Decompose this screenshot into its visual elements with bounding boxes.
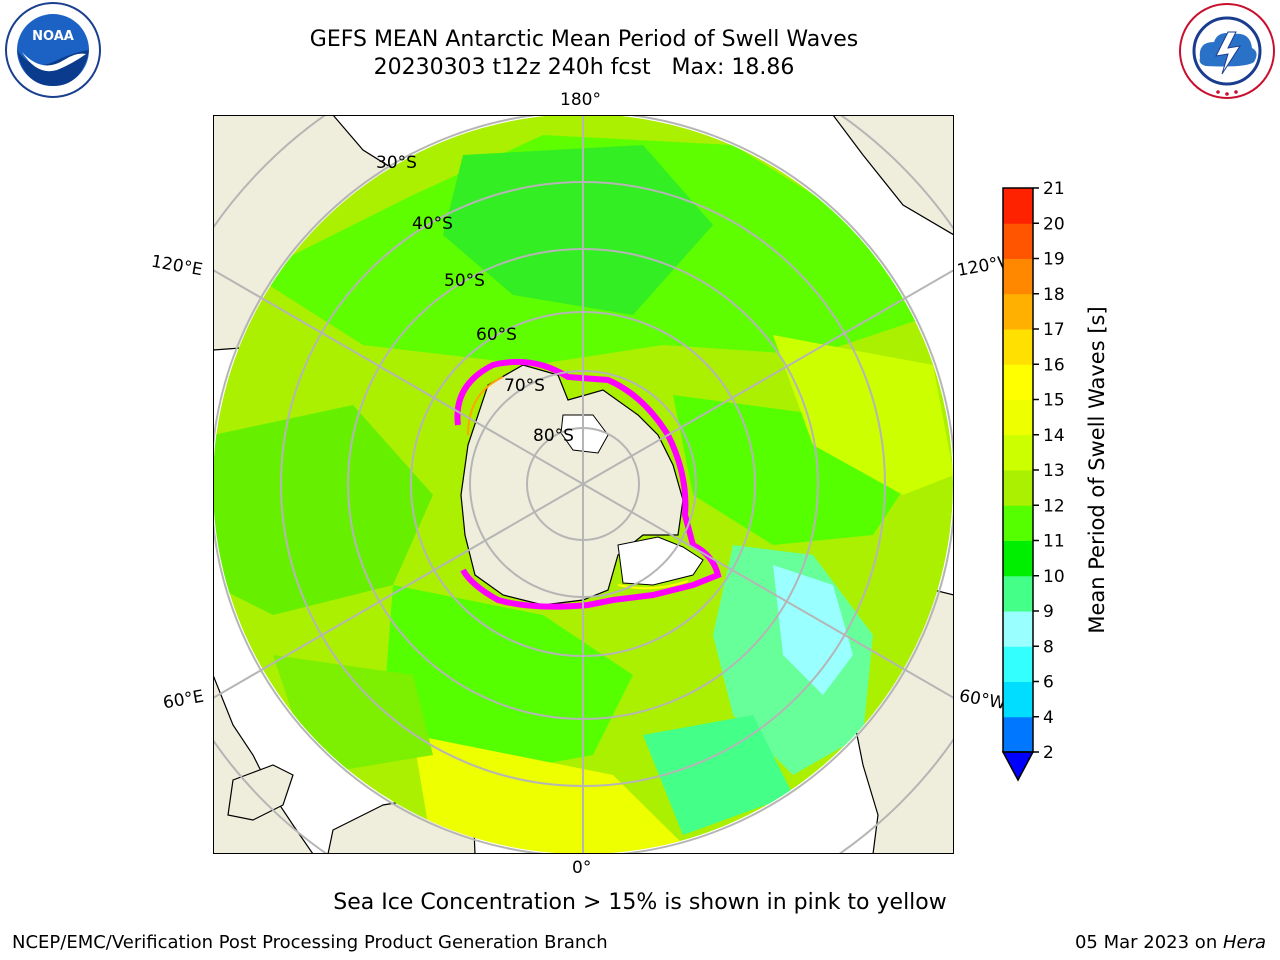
meridian-label-upper-left: 120°E — [149, 251, 205, 281]
forecast-subtitle: 20230303 t12z 240h fcst Max: 18.86 — [373, 55, 795, 80]
colorbar-block — [1003, 575, 1033, 612]
latitude-label: 40°S — [412, 214, 453, 234]
footer-host: Hera — [1222, 932, 1266, 953]
colorbar: 2 4 6 8 9 10 11 12 13 14 15 16 17 18 19 20 21 — [1001, 180, 1065, 782]
colorbar-label: Mean Period of Swell Waves [s] — [1085, 306, 1109, 634]
colorbar-tick-label: 13 — [1043, 461, 1065, 481]
colorbar-tick-label: 15 — [1043, 391, 1065, 411]
latitude-label: 60°S — [476, 325, 517, 345]
colorbar-tick-label: 20 — [1043, 214, 1065, 234]
colorbar-block — [1003, 223, 1033, 259]
colorbar-block — [1003, 646, 1033, 682]
noaa-logo: NOAA — [5, 2, 101, 98]
colorbar-block — [1003, 716, 1033, 753]
colorbar-tick-label: 12 — [1043, 496, 1065, 516]
colorbar-tick-label: 11 — [1043, 532, 1065, 552]
colorbar-block — [1003, 611, 1033, 647]
footer-date: 05 Mar 2023 on Hera — [1075, 932, 1266, 953]
polar-stereographic-map — [213, 115, 954, 854]
colorbar-tick-label: 6 — [1043, 673, 1054, 693]
colorbar-block — [1003, 540, 1033, 577]
colorbar-block — [1003, 329, 1033, 365]
colorbar-under-triangle — [1001, 751, 1035, 782]
colorbar-block — [1003, 188, 1033, 224]
colorbar-tick-label: 19 — [1043, 250, 1065, 270]
antarctica — [460, 364, 704, 606]
colorbar-block — [1003, 681, 1033, 718]
colorbar-tick-label: 10 — [1043, 567, 1065, 587]
colorbar-tick-label: 2 — [1043, 743, 1054, 763]
meridian-label-bottom: 0° — [572, 858, 592, 878]
footer-date-text: 05 Mar 2023 on — [1074, 932, 1223, 953]
colorbar-tick-label: 14 — [1043, 426, 1065, 446]
colorbar-tick-label: 9 — [1043, 602, 1054, 622]
colorbar-block — [1003, 364, 1033, 400]
colorbar-tick-label: 21 — [1043, 180, 1065, 199]
colorbar-block — [1003, 434, 1033, 471]
latitude-label: 80°S — [533, 426, 574, 446]
colorbar-block — [1003, 505, 1033, 541]
page-title: GEFS MEAN Antarctic Mean Period of Swell… — [309, 27, 859, 52]
sea-ice-edge — [454, 358, 722, 610]
meridian-label-lower-left: 60°E — [161, 686, 206, 714]
colorbar-tick-label: 17 — [1043, 320, 1065, 340]
colorbar-block — [1003, 258, 1033, 295]
graticule — [213, 115, 954, 854]
footer-credit: NCEP/EMC/Verification Post Processing Pr… — [12, 932, 608, 953]
nws-logo — [1179, 3, 1275, 99]
colorbar-block — [1003, 293, 1033, 330]
colorbar-tick-label: 16 — [1043, 355, 1065, 375]
colorbar-block — [1003, 470, 1033, 506]
colorbar-tick-label: 18 — [1043, 285, 1065, 305]
noaa-logo-text: NOAA — [32, 29, 74, 44]
colorbar-block — [1003, 399, 1033, 436]
colorbar-tick-label: 8 — [1043, 637, 1054, 657]
colorbar-tick-label: 4 — [1043, 708, 1054, 728]
latitude-label: 30°S — [376, 153, 417, 173]
sea-ice-note: Sea Ice Concentration > 15% is shown in … — [333, 890, 947, 915]
meridian-label-top: 180° — [560, 90, 601, 110]
latitude-label: 50°S — [444, 271, 485, 291]
latitude-label: 70°S — [504, 376, 545, 396]
